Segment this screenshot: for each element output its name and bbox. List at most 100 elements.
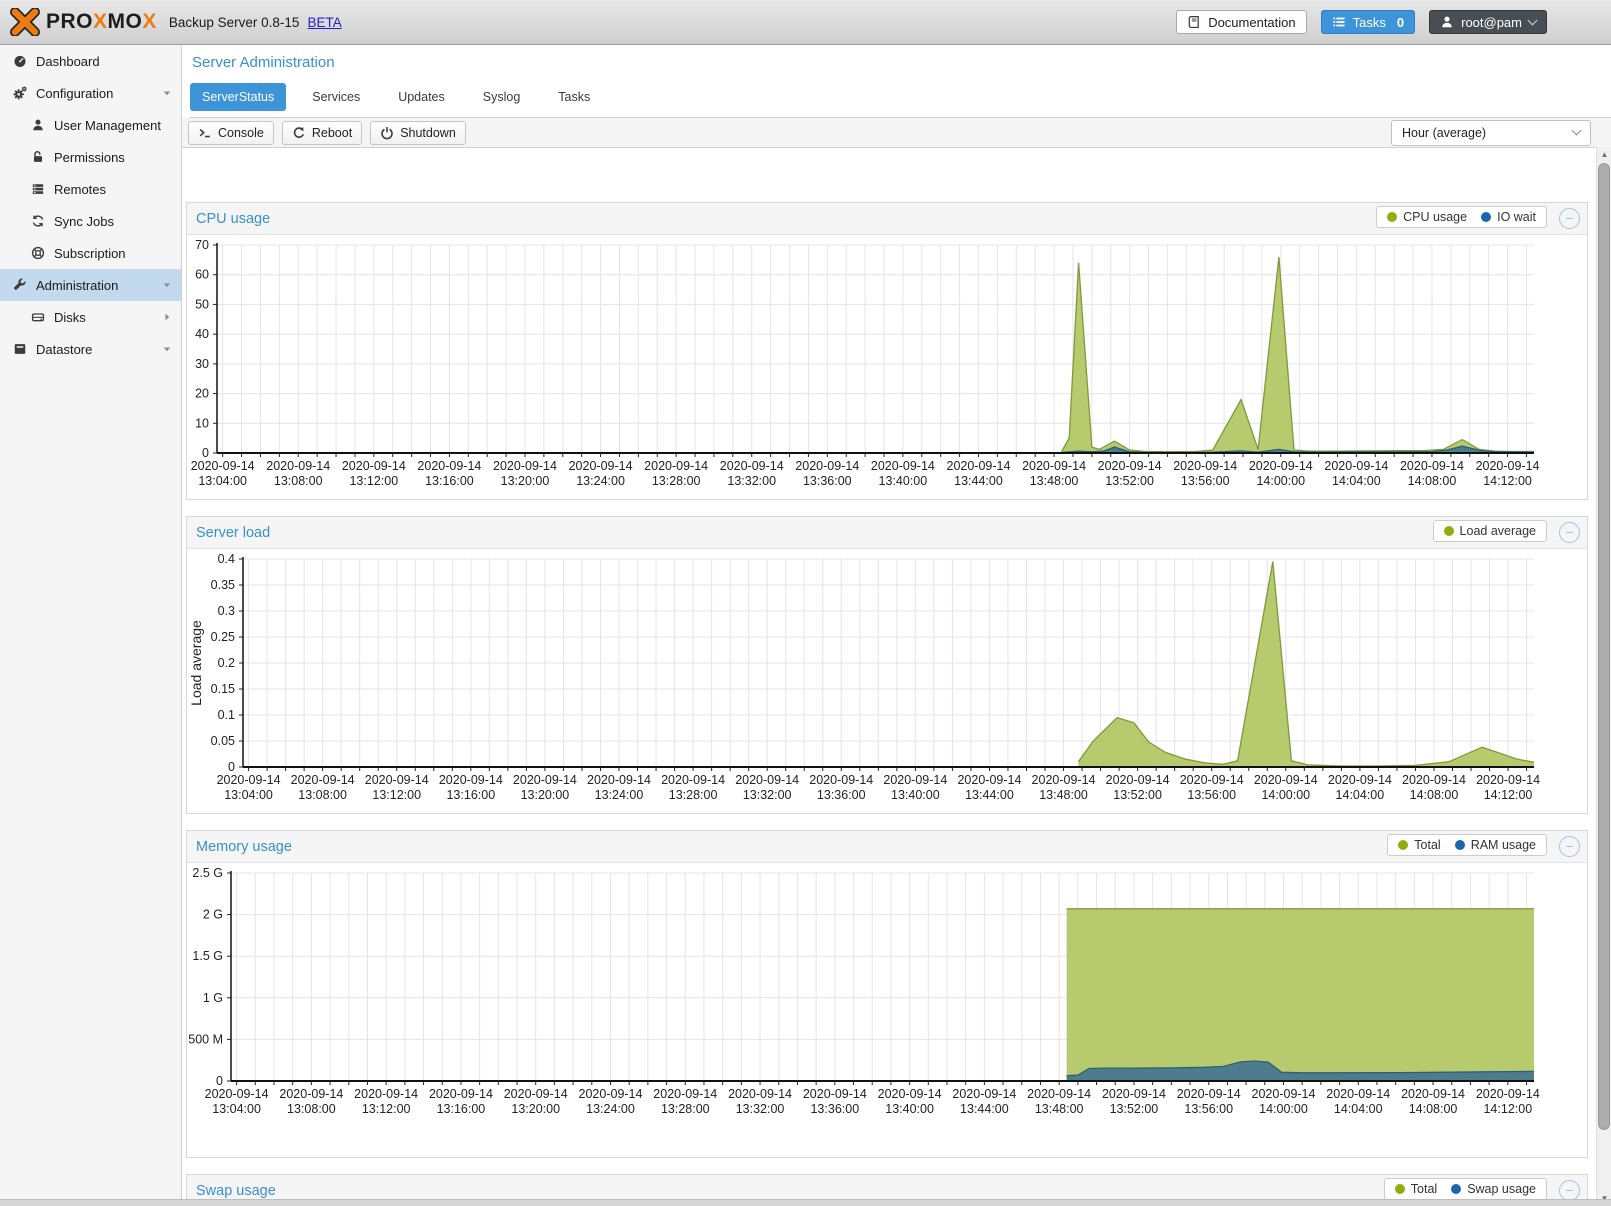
tab-services[interactable]: Services (312, 90, 361, 104)
chart-legend: Load average (1432, 520, 1547, 542)
legend-label: CPU usage (1403, 210, 1468, 224)
beta-link[interactable]: BETA (307, 14, 342, 30)
minus-circle-icon[interactable]: − (1559, 522, 1580, 543)
svg-text:0: 0 (202, 446, 209, 460)
sidebar-item-disks[interactable]: Disks (0, 301, 181, 333)
legend-item-io-wait[interactable]: IO wait (1481, 210, 1536, 224)
hdd-icon (30, 309, 46, 325)
svg-text:13:40:00: 13:40:00 (885, 1102, 934, 1116)
sidebar-item-remotes[interactable]: Remotes (0, 173, 181, 205)
legend-item-cpu-usage[interactable]: CPU usage (1387, 210, 1467, 224)
user-label: root@pam (1461, 14, 1522, 30)
legend-item-swap-usage[interactable]: Swap usage (1451, 1182, 1536, 1196)
tasks-button[interactable]: Tasks 0 (1320, 10, 1416, 34)
legend-item-total[interactable]: Total (1398, 838, 1441, 852)
legend-item-ram-usage[interactable]: RAM usage (1454, 838, 1536, 852)
brand-name: PROXMOX (46, 10, 157, 33)
sidebar-item-user-management[interactable]: User Management (0, 109, 181, 141)
minus-circle-icon[interactable]: − (1559, 836, 1580, 857)
svg-text:2020-09-14: 2020-09-14 (735, 773, 799, 787)
svg-text:2020-09-14: 2020-09-14 (1173, 459, 1237, 473)
tasks-label: Tasks (1352, 14, 1386, 30)
panel-header: Swap usage Total Swap usage − (187, 1175, 1587, 1199)
caret-down-icon[interactable] (161, 343, 173, 355)
documentation-button[interactable]: Documentation (1176, 10, 1307, 34)
minus-circle-icon[interactable]: − (1559, 208, 1580, 229)
power-icon (380, 126, 394, 140)
sidebar-item-administration[interactable]: Administration (0, 269, 181, 301)
svg-text:2020-09-14: 2020-09-14 (1102, 1087, 1166, 1101)
timeframe-select[interactable]: Hour (average) (1391, 119, 1591, 146)
sidebar-item-subscription[interactable]: Subscription (0, 237, 181, 269)
svg-text:13:04:00: 13:04:00 (224, 788, 273, 802)
tab-tasks[interactable]: Tasks (558, 90, 591, 104)
unlock-icon (30, 149, 46, 165)
legend-item-load-average[interactable]: Load average (1443, 524, 1536, 538)
caret-down-icon[interactable] (161, 87, 173, 99)
sidebar-item-permissions[interactable]: Permissions (0, 141, 181, 173)
svg-text:13:40:00: 13:40:00 (891, 788, 940, 802)
legend-label: Total (1414, 838, 1441, 852)
svg-text:2020-09-14: 2020-09-14 (1180, 773, 1244, 787)
svg-text:13:52:00: 13:52:00 (1110, 1102, 1159, 1116)
svg-text:2020-09-14: 2020-09-14 (266, 459, 330, 473)
scroll-down-arrow[interactable]: ▼ (1597, 1191, 1611, 1206)
sidebar-item-sync-jobs[interactable]: Sync Jobs (0, 205, 181, 237)
svg-text:2020-09-14: 2020-09-14 (579, 1087, 643, 1101)
sidebar-item-dashboard[interactable]: Dashboard (0, 45, 181, 77)
tab-serverstatus[interactable]: ServerStatus (190, 83, 287, 111)
svg-text:13:36:00: 13:36:00 (810, 1102, 859, 1116)
legend-dot (1443, 526, 1454, 536)
sidebar-item-label: Disks (54, 309, 86, 325)
sidebar-item-datastore[interactable]: Datastore (0, 333, 181, 365)
svg-text:2020-09-14: 2020-09-14 (191, 459, 255, 473)
shutdown-button[interactable]: Shutdown (370, 120, 466, 145)
svg-text:13:52:00: 13:52:00 (1105, 474, 1154, 488)
svg-text:2.5 G: 2.5 G (192, 866, 223, 880)
caret-down-icon[interactable] (161, 279, 173, 291)
svg-text:0: 0 (216, 1074, 223, 1088)
terminal-icon (198, 126, 212, 140)
svg-text:13:32:00: 13:32:00 (743, 788, 792, 802)
panel-header: Server load Load average − (187, 517, 1587, 549)
scrollbar-thumb[interactable] (1598, 163, 1610, 1130)
svg-text:0.4: 0.4 (218, 552, 235, 566)
tab-updates[interactable]: Updates (398, 90, 445, 104)
svg-text:0.1: 0.1 (218, 708, 235, 722)
user-menu-button[interactable]: root@pam (1429, 10, 1547, 34)
svg-text:2020-09-14: 2020-09-14 (957, 773, 1021, 787)
svg-text:2020-09-14: 2020-09-14 (504, 1087, 568, 1101)
minus-circle-icon[interactable]: − (1559, 1180, 1580, 1199)
scroll-up-arrow[interactable]: ▲ (1600, 150, 1609, 159)
reboot-button[interactable]: Reboot (281, 120, 363, 145)
svg-text:2020-09-14: 2020-09-14 (429, 1087, 493, 1101)
console-button[interactable]: Console (188, 120, 274, 145)
documentation-label: Documentation (1208, 14, 1296, 30)
svg-text:2020-09-14: 2020-09-14 (653, 1087, 717, 1101)
svg-text:13:28:00: 13:28:00 (661, 1102, 710, 1116)
svg-text:500 M: 500 M (188, 1032, 223, 1046)
sidebar: Dashboard Configuration User Management Per… (0, 45, 182, 1199)
svg-text:2020-09-14: 2020-09-14 (1098, 459, 1162, 473)
sidebar-item-label: Remotes (54, 181, 107, 197)
svg-text:13:04:00: 13:04:00 (198, 474, 247, 488)
caret-right-icon[interactable] (161, 311, 173, 323)
sidebar-item-label: Permissions (54, 149, 125, 165)
svg-text:13:12:00: 13:12:00 (372, 788, 421, 802)
svg-text:2020-09-14: 2020-09-14 (217, 773, 281, 787)
logo-x-icon (10, 7, 40, 37)
memory-usage-panel: Memory usage Total RAM usage − 0 500 M 1 G 1… (186, 830, 1588, 1158)
svg-text:2020-09-14: 2020-09-14 (1106, 773, 1170, 787)
legend-item-total[interactable]: Total (1394, 1182, 1437, 1196)
svg-text:1 G: 1 G (203, 991, 223, 1005)
vertical-scrollbar[interactable]: ▲ ▼ (1596, 147, 1611, 1206)
cpu-usage-panel: CPU usage CPU usage IO wait − 0 10 20 30 40 50… (186, 202, 1588, 500)
tab-syslog[interactable]: Syslog (482, 90, 521, 104)
svg-text:13:52:00: 13:52:00 (1113, 788, 1162, 802)
svg-text:2020-09-14: 2020-09-14 (279, 1087, 343, 1101)
sidebar-item-configuration[interactable]: Configuration (0, 77, 181, 109)
svg-text:13:16:00: 13:16:00 (425, 474, 474, 488)
svg-text:2020-09-14: 2020-09-14 (587, 773, 651, 787)
